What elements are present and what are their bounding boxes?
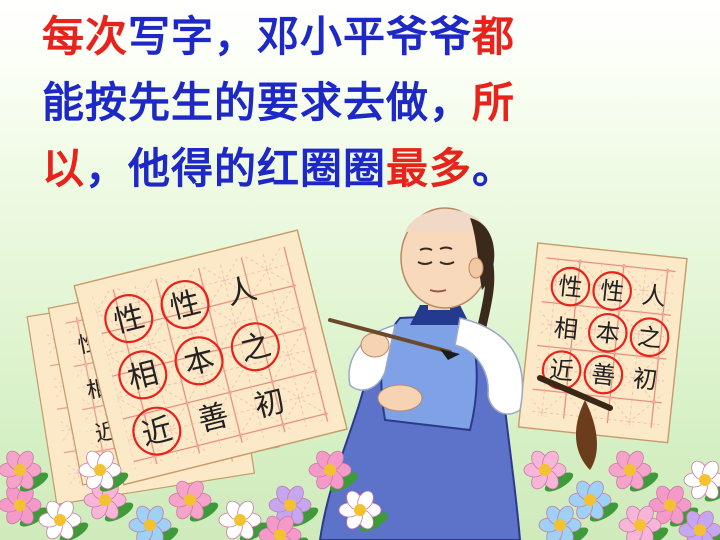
right-sheet-characters: 性性人相本之近善初 — [541, 266, 670, 395]
left-top-sheet: 性性人相本之近善初 — [73, 229, 348, 486]
sheet-character: 初 — [632, 364, 659, 394]
sheet-character: 性 — [557, 272, 584, 302]
flower-icon — [538, 505, 589, 540]
red-circle-mark — [550, 266, 591, 307]
flower-icon — [618, 505, 669, 540]
title-line-3: 以，他得的红圈圈最多。 — [42, 144, 515, 193]
red-circle-mark — [583, 354, 624, 395]
title-segment: ，他得的红圈圈 — [85, 144, 387, 193]
flower-bed — [0, 450, 720, 540]
boy-figure-icon — [318, 207, 524, 540]
sheet-character: 善 — [590, 360, 617, 390]
title-line-1: 每次写字，邓小平爷爷都 — [42, 12, 515, 61]
title-segment: 以 — [42, 144, 86, 193]
red-circle-mark — [587, 312, 628, 353]
flower-icon — [218, 500, 269, 540]
red-circle-mark — [132, 406, 182, 456]
flower-icon — [338, 490, 389, 532]
title-segment: 每次 — [42, 12, 129, 61]
flower-icon — [78, 450, 129, 492]
flower-icon — [523, 450, 574, 492]
red-circle-mark — [160, 280, 210, 330]
title-segment: 最多 — [386, 144, 473, 193]
red-circle-mark — [118, 350, 168, 400]
flower-icon — [258, 515, 309, 540]
slide-title: 每次写字，邓小平爷爷都 能按先生的要求去做，所 以，他得的红圈圈最多。 — [42, 4, 702, 202]
title-segment: 。 — [472, 144, 516, 193]
flower-icon — [308, 450, 359, 492]
flower-icon — [608, 450, 659, 492]
red-circle-mark — [629, 317, 670, 357]
right-paper-sheet: 性性人相本之近善初 — [517, 242, 688, 444]
sheet-character: 本 — [594, 318, 621, 348]
sheet-character: 之 — [636, 323, 663, 353]
flower-icon — [38, 500, 89, 540]
flower-icon — [683, 460, 720, 502]
red-circle-mark — [104, 294, 154, 344]
title-segment: 都 — [472, 12, 516, 61]
sheet-character: 相 — [553, 314, 580, 344]
flower-icon — [128, 505, 179, 540]
title-segment: 所 — [472, 78, 516, 127]
sheet-character: 人 — [640, 281, 667, 311]
title-segment: 能按先生的要求去做， — [42, 78, 473, 127]
red-circle-mark — [592, 271, 633, 311]
sheet-character: 性 — [599, 276, 626, 306]
red-circle-mark — [174, 336, 224, 386]
writing-brush-icon — [537, 375, 613, 470]
red-circle-mark — [230, 322, 280, 372]
title-segment: 写字，邓小平爷爷 — [128, 12, 473, 61]
flower-icon — [0, 485, 49, 527]
flower-icon — [168, 480, 219, 522]
writing-brush-icon — [328, 318, 460, 360]
flower-icon — [0, 450, 49, 492]
title-line-2: 能按先生的要求去做，所 — [42, 78, 515, 127]
flower-icon — [568, 480, 619, 522]
